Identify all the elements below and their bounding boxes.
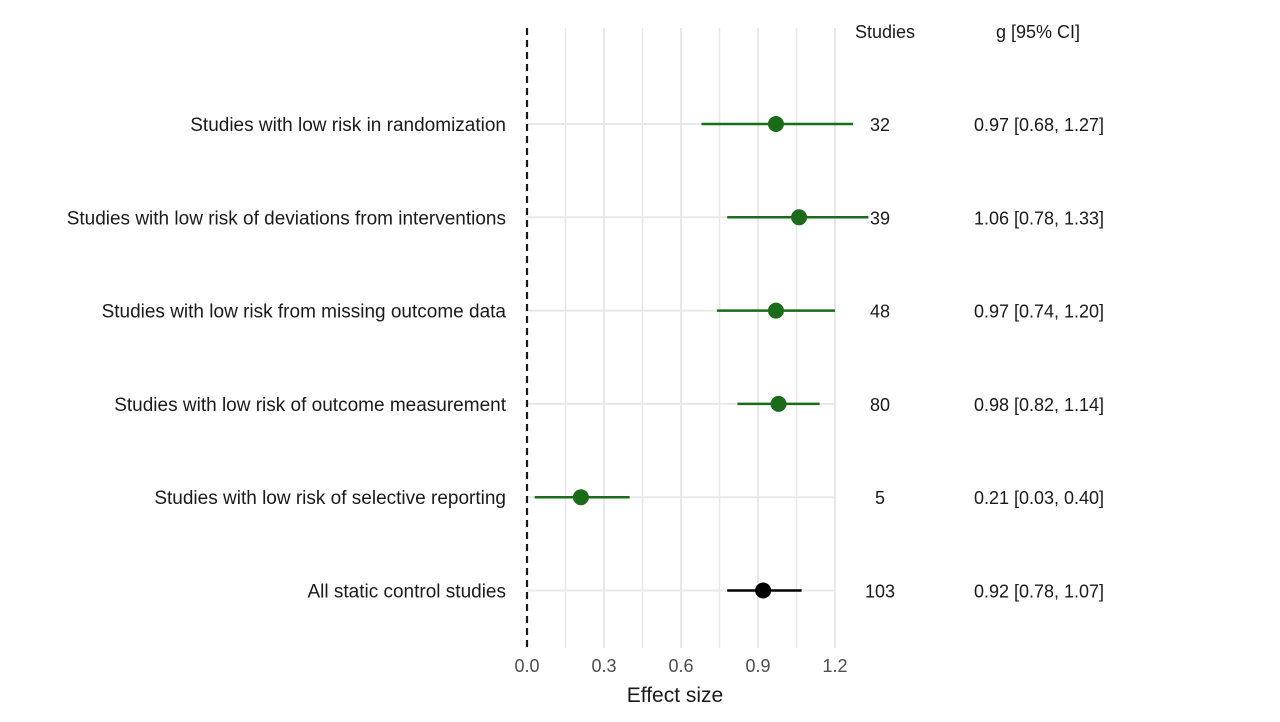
forest-row: Studies with low risk of outcome measure…	[114, 395, 1104, 416]
row-label: All static control studies	[307, 582, 506, 603]
studies-count: 32	[870, 115, 890, 135]
row-layer: Studies with low risk in randomization 32…	[67, 115, 1104, 603]
x-axis-title: Effect size	[627, 684, 724, 707]
forest-row: Studies with low risk of selective repor…	[154, 488, 1104, 509]
studies-count: 80	[870, 395, 890, 415]
studies-count: 5	[875, 488, 885, 508]
row-label: Studies with low risk from missing outco…	[102, 302, 507, 323]
point-estimate-marker	[767, 302, 784, 319]
studies-column-header: Studies	[855, 22, 915, 42]
row-label: Studies with low risk in randomization	[190, 115, 506, 136]
point-estimate-marker	[755, 582, 772, 599]
row-label: Studies with low risk of selective repor…	[154, 488, 506, 509]
point-estimate-marker	[791, 209, 808, 226]
row-label: Studies with low risk of outcome measure…	[114, 395, 506, 416]
x-tick-label: 0.0	[514, 656, 539, 676]
studies-count: 48	[870, 302, 890, 322]
forest-row: All static control studies 103 0.92 [0.78,…	[307, 582, 1104, 603]
x-tick-label: 0.3	[591, 656, 616, 676]
studies-count: 39	[870, 208, 890, 228]
x-axis: 0.0 0.3 0.6 0.9 1.2	[514, 656, 847, 676]
x-tick-label: 0.9	[745, 656, 770, 676]
grid-layer	[527, 28, 836, 648]
effect-ci-text: 0.21 [0.03, 0.40]	[974, 488, 1104, 508]
point-estimate-marker	[767, 116, 784, 132]
forest-row: Studies with low risk in randomization 32…	[190, 115, 1104, 136]
x-tick-label: 0.6	[668, 656, 693, 676]
effect-ci-text: 0.97 [0.74, 1.20]	[974, 302, 1104, 322]
x-tick-label: 1.2	[822, 656, 847, 676]
point-estimate-marker	[770, 395, 787, 412]
effect-ci-text: 0.98 [0.82, 1.14]	[974, 395, 1104, 415]
forest-row: Studies with low risk of deviations from…	[67, 208, 1104, 229]
ci-column-header: g [95% CI]	[996, 22, 1080, 42]
effect-ci-text: 1.06 [0.78, 1.33]	[974, 208, 1104, 228]
effect-ci-text: 0.92 [0.78, 1.07]	[974, 582, 1104, 602]
forest-row: Studies with low risk from missing outco…	[102, 302, 1104, 323]
effect-ci-text: 0.97 [0.68, 1.27]	[974, 115, 1104, 135]
studies-count: 103	[865, 582, 895, 602]
row-label: Studies with low risk of deviations from…	[67, 208, 506, 229]
point-estimate-marker	[572, 489, 589, 506]
